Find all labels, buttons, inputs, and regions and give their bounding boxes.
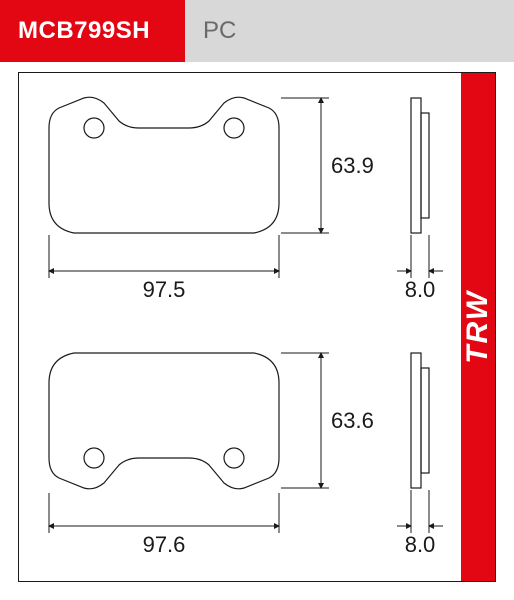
- diagram-area: 97.5 63.9 8.0: [19, 73, 463, 581]
- dim-bottom-width: 97.6: [49, 493, 279, 557]
- variant-code: PC: [203, 17, 236, 45]
- brand-logo-text: TRW: [463, 290, 493, 364]
- dim-top-width: 97.5: [49, 235, 279, 302]
- dim-bottom-thickness-label: 8.0: [405, 532, 436, 557]
- dim-bottom-width-label: 97.6: [143, 532, 186, 557]
- pad-bottom-face: [49, 353, 279, 489]
- dim-top-thickness: 8.0: [397, 235, 443, 302]
- dim-top-width-label: 97.5: [143, 277, 186, 302]
- dim-top-thickness-label: 8.0: [405, 277, 436, 302]
- pad-top-side: [411, 98, 429, 233]
- diagram-frame: 97.5 63.9 8.0: [18, 72, 496, 582]
- header-gray-section: PC: [185, 0, 514, 62]
- dim-bottom-height-label: 63.6: [331, 408, 374, 433]
- pad-bottom-side: [411, 353, 429, 488]
- dim-bottom-height: 63.6: [281, 353, 374, 488]
- technical-drawing-svg: 97.5 63.9 8.0: [19, 73, 463, 581]
- header-red-section: MCB799SH: [0, 0, 185, 62]
- pad-top-face: [49, 97, 279, 233]
- brand-strip: TRW: [461, 73, 495, 581]
- header-bar: MCB799SH PC: [0, 0, 514, 62]
- dim-top-height: 63.9: [281, 98, 374, 233]
- dim-top-height-label: 63.9: [331, 153, 374, 178]
- part-number: MCB799SH: [18, 17, 150, 45]
- dim-bottom-thickness: 8.0: [397, 490, 443, 557]
